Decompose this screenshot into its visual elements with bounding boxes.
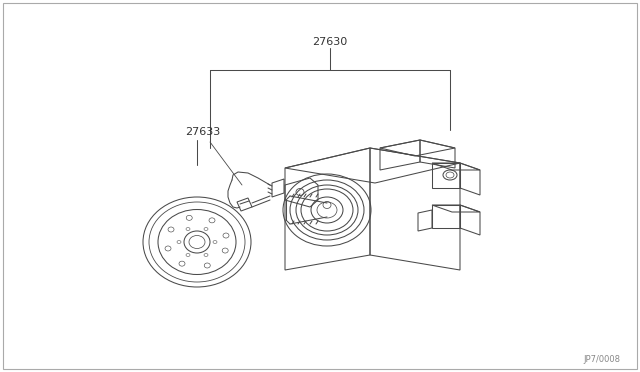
Text: JP7/0008: JP7/0008 (583, 356, 620, 365)
Text: 27630: 27630 (312, 37, 348, 47)
Text: 27633: 27633 (185, 127, 220, 137)
